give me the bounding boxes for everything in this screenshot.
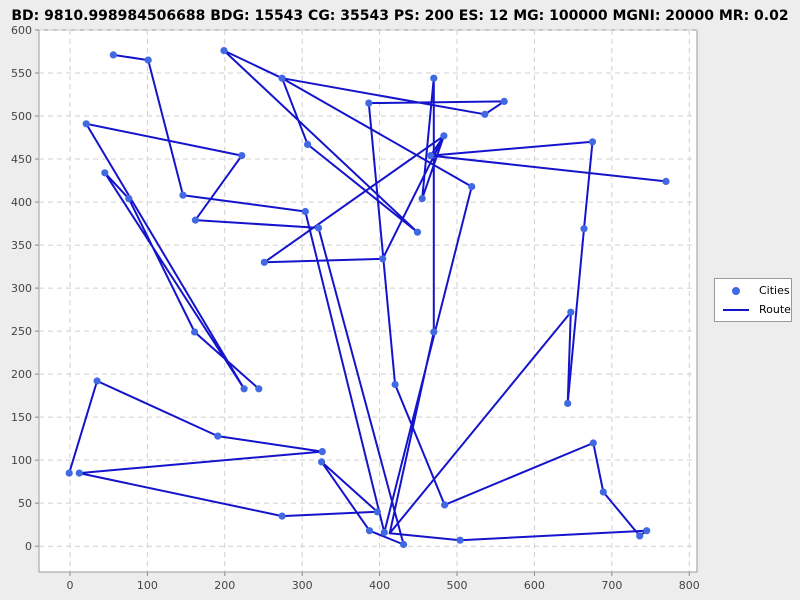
y-tick-label: 600 bbox=[11, 24, 32, 37]
y-tick-label: 100 bbox=[11, 454, 32, 467]
city-point bbox=[391, 380, 399, 389]
city-point bbox=[456, 536, 464, 544]
legend-marker-cities bbox=[732, 287, 740, 295]
x-tick-label: 800 bbox=[679, 579, 700, 592]
city-point bbox=[567, 308, 575, 316]
y-tick-label: 250 bbox=[11, 325, 32, 338]
y-tick-label: 50 bbox=[18, 497, 32, 510]
city-point bbox=[65, 469, 73, 477]
city-point bbox=[564, 399, 572, 407]
grid bbox=[39, 29, 697, 572]
city-point bbox=[400, 540, 408, 549]
city-point bbox=[418, 195, 426, 203]
city-point bbox=[588, 138, 597, 146]
legend-marker-route bbox=[723, 309, 749, 311]
city-point bbox=[125, 195, 133, 203]
x-tick-label: 100 bbox=[137, 579, 158, 592]
city-point bbox=[240, 385, 248, 393]
city-point bbox=[75, 469, 83, 477]
city-point bbox=[500, 97, 508, 105]
city-point bbox=[260, 258, 268, 266]
y-tick-label: 450 bbox=[11, 153, 32, 166]
plot-area bbox=[38, 29, 698, 573]
y-tick-label: 0 bbox=[25, 540, 32, 553]
city-point bbox=[413, 228, 422, 236]
city-point bbox=[101, 169, 109, 177]
city-point bbox=[144, 56, 152, 64]
city-point bbox=[580, 225, 588, 233]
y-tick-label: 300 bbox=[11, 282, 32, 295]
y-tick-label: 200 bbox=[11, 368, 32, 381]
city-point bbox=[599, 488, 607, 496]
city-point bbox=[365, 527, 374, 535]
legend-item-route: Route bbox=[715, 302, 791, 318]
city-point bbox=[643, 527, 651, 535]
city-point bbox=[220, 47, 228, 55]
x-tick-label: 300 bbox=[292, 579, 313, 592]
city-point bbox=[93, 377, 101, 385]
city-point bbox=[191, 216, 199, 224]
chart-title: BD: 9810.998984506688 BDG: 15543 CG: 355… bbox=[11, 8, 789, 24]
city-point bbox=[314, 224, 323, 232]
city-point bbox=[440, 132, 448, 140]
legend-label-route: Route bbox=[759, 303, 791, 316]
x-tick-label: 700 bbox=[601, 579, 622, 592]
city-point bbox=[318, 448, 326, 456]
y-tick-label: 350 bbox=[11, 239, 32, 252]
city-point bbox=[380, 528, 388, 537]
city-point bbox=[278, 512, 286, 520]
city-point bbox=[214, 432, 222, 440]
city-point bbox=[278, 74, 286, 82]
city-point bbox=[109, 51, 117, 59]
y-tick-label: 400 bbox=[11, 196, 32, 209]
city-point bbox=[481, 110, 489, 118]
x-tick-label: 0 bbox=[66, 579, 73, 592]
city-point bbox=[301, 207, 309, 216]
legend-label-cities: Cities bbox=[759, 284, 790, 297]
x-tick-label: 200 bbox=[214, 579, 235, 592]
city-point bbox=[636, 532, 644, 540]
city-points bbox=[65, 47, 670, 549]
x-tick-label: 500 bbox=[447, 579, 468, 592]
city-point bbox=[373, 508, 381, 516]
city-point bbox=[589, 439, 597, 447]
y-tick-label: 550 bbox=[11, 67, 32, 80]
city-point bbox=[441, 501, 449, 509]
x-tick-label: 600 bbox=[524, 579, 545, 592]
city-point bbox=[238, 152, 246, 160]
city-point bbox=[318, 458, 326, 466]
city-point bbox=[430, 328, 438, 336]
legend-item-cities: Cities bbox=[715, 283, 791, 299]
city-point bbox=[365, 99, 373, 107]
city-point bbox=[255, 385, 263, 393]
city-point bbox=[468, 183, 476, 191]
city-point bbox=[379, 255, 387, 263]
city-point bbox=[304, 140, 312, 148]
city-point bbox=[427, 152, 435, 160]
city-point bbox=[430, 74, 438, 82]
city-point bbox=[662, 177, 670, 185]
city-point bbox=[82, 120, 90, 128]
y-tick-label: 150 bbox=[11, 411, 32, 424]
y-tick-label: 500 bbox=[11, 110, 32, 123]
legend: Cities Route bbox=[714, 278, 792, 322]
city-point bbox=[179, 191, 187, 199]
x-tick-label: 400 bbox=[369, 579, 390, 592]
city-point bbox=[191, 328, 199, 336]
axes: 0 100 200 300 400 500 600 700 800 0 50 100 150 200 250… bbox=[11, 24, 700, 592]
